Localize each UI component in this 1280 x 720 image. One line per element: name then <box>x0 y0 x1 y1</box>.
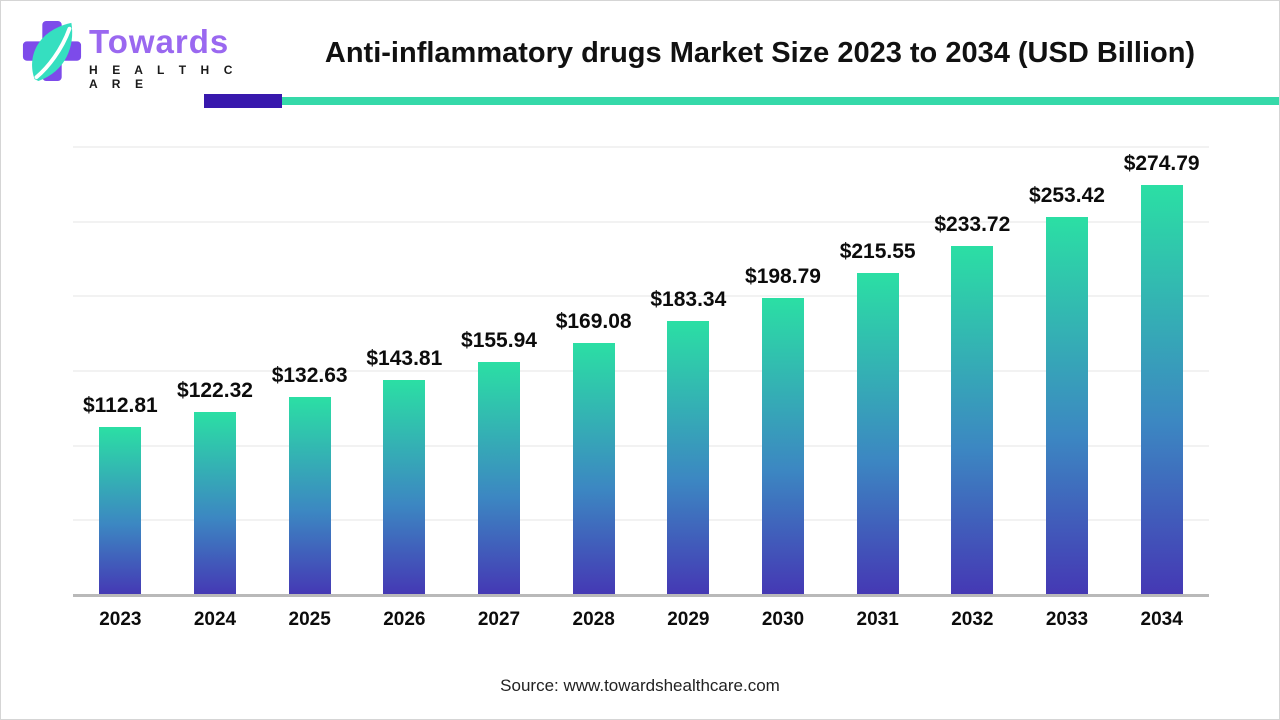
x-tick-label-2033: 2033 <box>1045 609 1089 630</box>
x-tick-label-2027: 2027 <box>477 609 521 630</box>
gridline-150 <box>73 370 1209 372</box>
bar-value-label-2024: $122.32 <box>177 379 253 403</box>
bar-value-label-2032: $233.72 <box>934 212 1011 236</box>
bar-slot-2032: $233.72 <box>925 147 1020 595</box>
bar-slot-2030: $198.79 <box>736 147 831 595</box>
bar-value-label-2028: $169.08 <box>555 309 632 333</box>
bar-slot-2029: $183.34 <box>641 147 736 595</box>
bar-value-label-2030: $198.79 <box>745 265 821 289</box>
bar-slot-2026: $143.81 <box>357 147 452 595</box>
bar-2025 <box>288 396 331 595</box>
source-attribution: Source: www.towardshealthcare.com <box>500 676 780 695</box>
bar-slot-2031: $215.55 <box>830 147 925 595</box>
x-tick-label-2023: 2023 <box>99 609 142 630</box>
logo-cross-leaf-icon <box>22 20 82 82</box>
bar-slot-2024: $122.32 <box>168 147 263 595</box>
x-tick-label-2025: 2025 <box>288 609 331 630</box>
bar-slot-2025: $132.63 <box>262 147 357 595</box>
chart-title: Anti-inflammatory drugs Market Size 2023… <box>324 37 1196 69</box>
bar-2034 <box>1140 184 1183 595</box>
x-tick-label-2029: 2029 <box>667 609 710 630</box>
x-tick-label-2034: 2034 <box>1140 609 1183 630</box>
bar-2027 <box>477 362 520 595</box>
gridline-200 <box>73 295 1209 298</box>
bar-value-label-2023: $112.81 <box>82 393 158 417</box>
title-underline-purple-segment <box>204 94 282 108</box>
brand-subtitle: H E A L T H C A R E <box>89 63 239 91</box>
x-tick-label-2024: 2024 <box>193 609 237 630</box>
x-tick-label-2026: 2026 <box>383 609 426 630</box>
bar-slot-2027: $155.94 <box>452 147 547 595</box>
x-tick-label-2028: 2028 <box>572 609 615 630</box>
x-axis-line <box>73 594 1209 597</box>
bar-2033 <box>1045 216 1088 595</box>
bar-value-label-2025: $132.63 <box>271 363 348 387</box>
gridline-250 <box>73 220 1209 223</box>
bar-slot-2028: $169.08 <box>546 147 641 595</box>
gridline-50 <box>73 519 1209 522</box>
plot-area: $112.81 $122.32 $132.63 $143.81 $155.94 $169.… <box>73 146 1209 595</box>
bar-2030 <box>761 298 804 595</box>
gridline-100 <box>73 444 1209 447</box>
bar-2023 <box>99 426 142 595</box>
bar-2024 <box>193 412 236 595</box>
bar-slot-2023: $112.81 <box>73 147 168 595</box>
bar-2032 <box>951 245 994 595</box>
x-tick-label-2031: 2031 <box>856 609 899 630</box>
bar-value-label-2026: $143.81 <box>366 347 443 371</box>
brand-text: Towards H E A L T H C A R E <box>89 25 249 91</box>
bar-value-label-2034: $274.79 <box>1123 151 1200 175</box>
x-axis-labels: 2023 2024 2025 2026 2027 2028 2029 2030 2031 2032… <box>73 609 1209 639</box>
bar-2029 <box>667 321 710 595</box>
x-tick-label-2030: 2030 <box>761 609 805 630</box>
bar-2031 <box>856 273 899 595</box>
x-tick-label-2032: 2032 <box>951 609 994 630</box>
bar-value-label-2033: $253.42 <box>1029 183 1105 207</box>
bar-value-label-2027: $155.94 <box>461 329 537 353</box>
gridline-300 <box>73 146 1209 148</box>
bar-value-label-2031: $215.55 <box>839 240 916 264</box>
bar-2028 <box>572 342 615 595</box>
bar-2026 <box>383 380 426 595</box>
bar-value-label-2029: $183.34 <box>650 288 727 312</box>
title-underline-teal-line <box>282 97 1279 105</box>
towards-healthcare-logo: Towards H E A L T H C A R E <box>19 13 249 91</box>
bar-slot-2034: $274.79 <box>1114 147 1209 595</box>
bar-slot-2033: $253.42 <box>1020 147 1115 595</box>
brand-name: Towards <box>89 23 230 60</box>
